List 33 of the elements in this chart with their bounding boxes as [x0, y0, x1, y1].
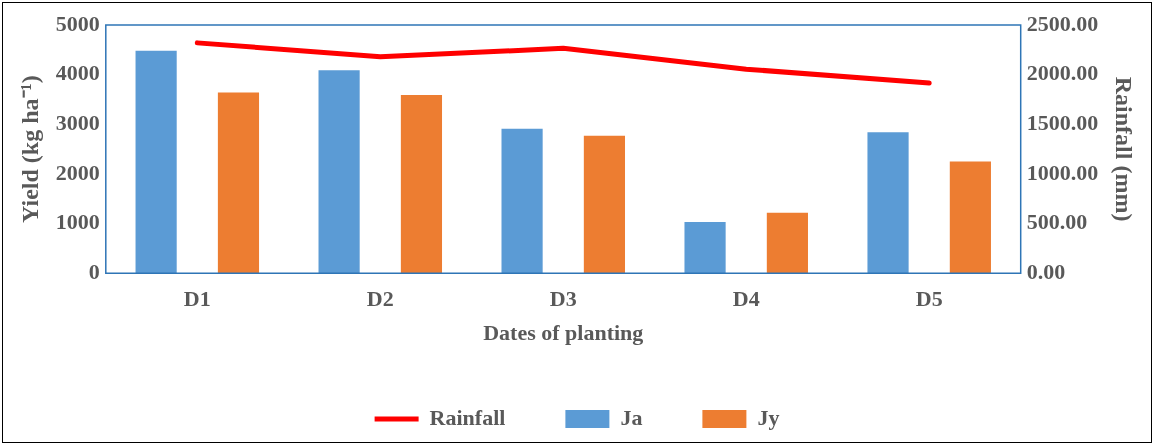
y-tick-label: 3000 — [55, 109, 100, 135]
bar — [867, 132, 909, 274]
x-tick-label: D4 — [732, 286, 760, 312]
y-tick-label: 2000 — [55, 159, 100, 185]
y2-tick-label: 500.00 — [1026, 209, 1088, 235]
bar — [135, 50, 177, 274]
bar — [684, 222, 726, 274]
y-axis-title: Yield (kg ha⁻¹) — [16, 75, 43, 223]
y2-tick-label: 0.00 — [1026, 258, 1066, 284]
x-tick-label: D1 — [183, 286, 211, 312]
bar — [318, 70, 360, 274]
bar — [501, 128, 543, 274]
bar — [583, 135, 626, 274]
x-axis-title: Dates of planting — [483, 320, 644, 346]
y2-tick-label: 1000.00 — [1026, 159, 1099, 185]
bar — [766, 212, 808, 274]
legend-label: Jy — [757, 404, 780, 430]
y-tick-label: 0 — [88, 258, 100, 284]
y2-tick-label: 2000.00 — [1026, 60, 1099, 86]
y-tick-label: 4000 — [55, 60, 100, 86]
legend-label: Rainfall — [429, 404, 506, 430]
y2-tick-label: 1500.00 — [1026, 109, 1099, 135]
y-tick-label: 1000 — [55, 209, 100, 235]
x-tick-label: D2 — [366, 286, 394, 312]
bar — [400, 94, 443, 274]
bar — [949, 161, 991, 274]
x-tick-label: D3 — [549, 286, 577, 312]
y2-axis-title: Rainfall (mm) — [1111, 76, 1138, 222]
y-tick-label: 5000 — [55, 10, 100, 36]
bar — [217, 92, 260, 274]
x-tick-label: D5 — [915, 286, 943, 312]
y2-tick-label: 2500.00 — [1026, 10, 1099, 36]
legend-label: Ja — [620, 404, 643, 430]
